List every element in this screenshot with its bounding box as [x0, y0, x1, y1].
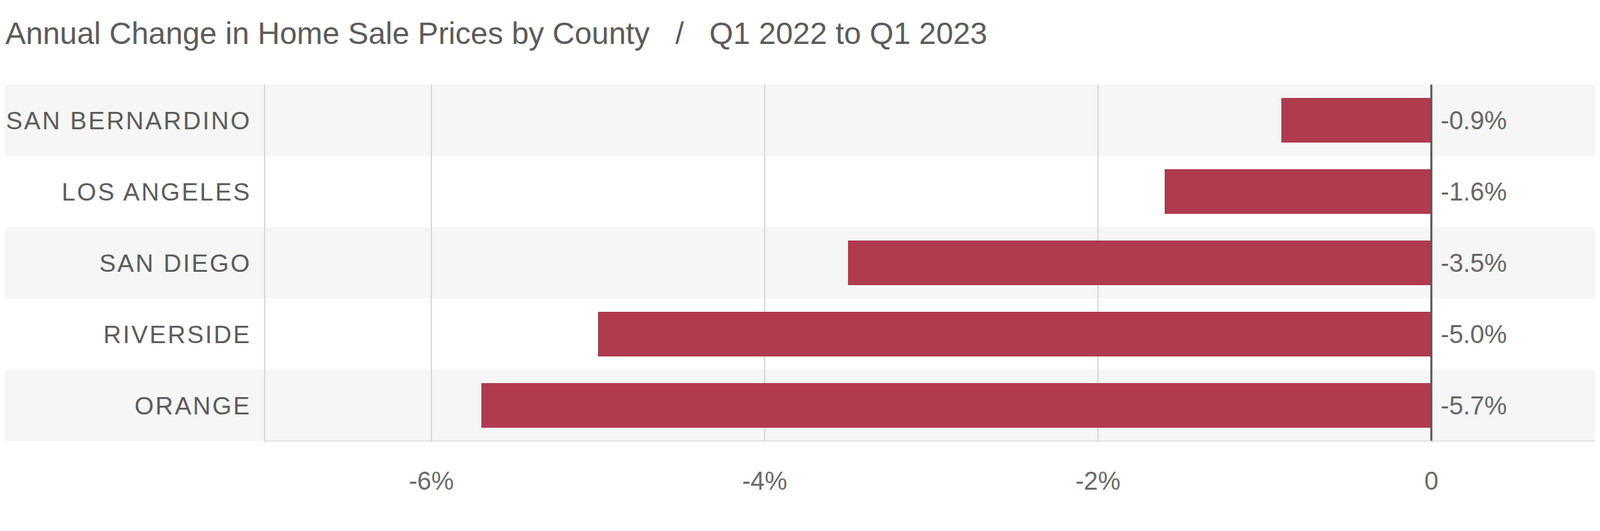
svg-text:-2%: -2%: [1075, 467, 1121, 496]
svg-text:-6%: -6%: [408, 467, 454, 496]
html-text:Annual Change in Home Sale Pri: Annual Change in Home Sale Prices by Cou…: [5, 16, 988, 51]
svg-text:LOS ANGELES: LOS ANGELES: [61, 178, 252, 206]
svg-text:-3.5%: -3.5%: [1440, 249, 1507, 278]
svg-text:-5.0%: -5.0%: [1440, 320, 1507, 349]
svg-text:-5.7%: -5.7%: [1440, 392, 1507, 420]
svg-text:ORANGE: ORANGE: [134, 392, 252, 420]
svg-text:SAN BERNARDINO: SAN BERNARDINO: [6, 107, 252, 135]
svg-text:SAN DIEGO: SAN DIEGO: [99, 250, 252, 278]
svg-text:RIVERSIDE: RIVERSIDE: [103, 321, 252, 349]
svg-text:-0.9%: -0.9%: [1440, 106, 1507, 135]
svg-text:-4%: -4%: [742, 467, 788, 496]
svg-text:0: 0: [1424, 467, 1438, 496]
svg-text:-1.6%: -1.6%: [1440, 178, 1507, 206]
